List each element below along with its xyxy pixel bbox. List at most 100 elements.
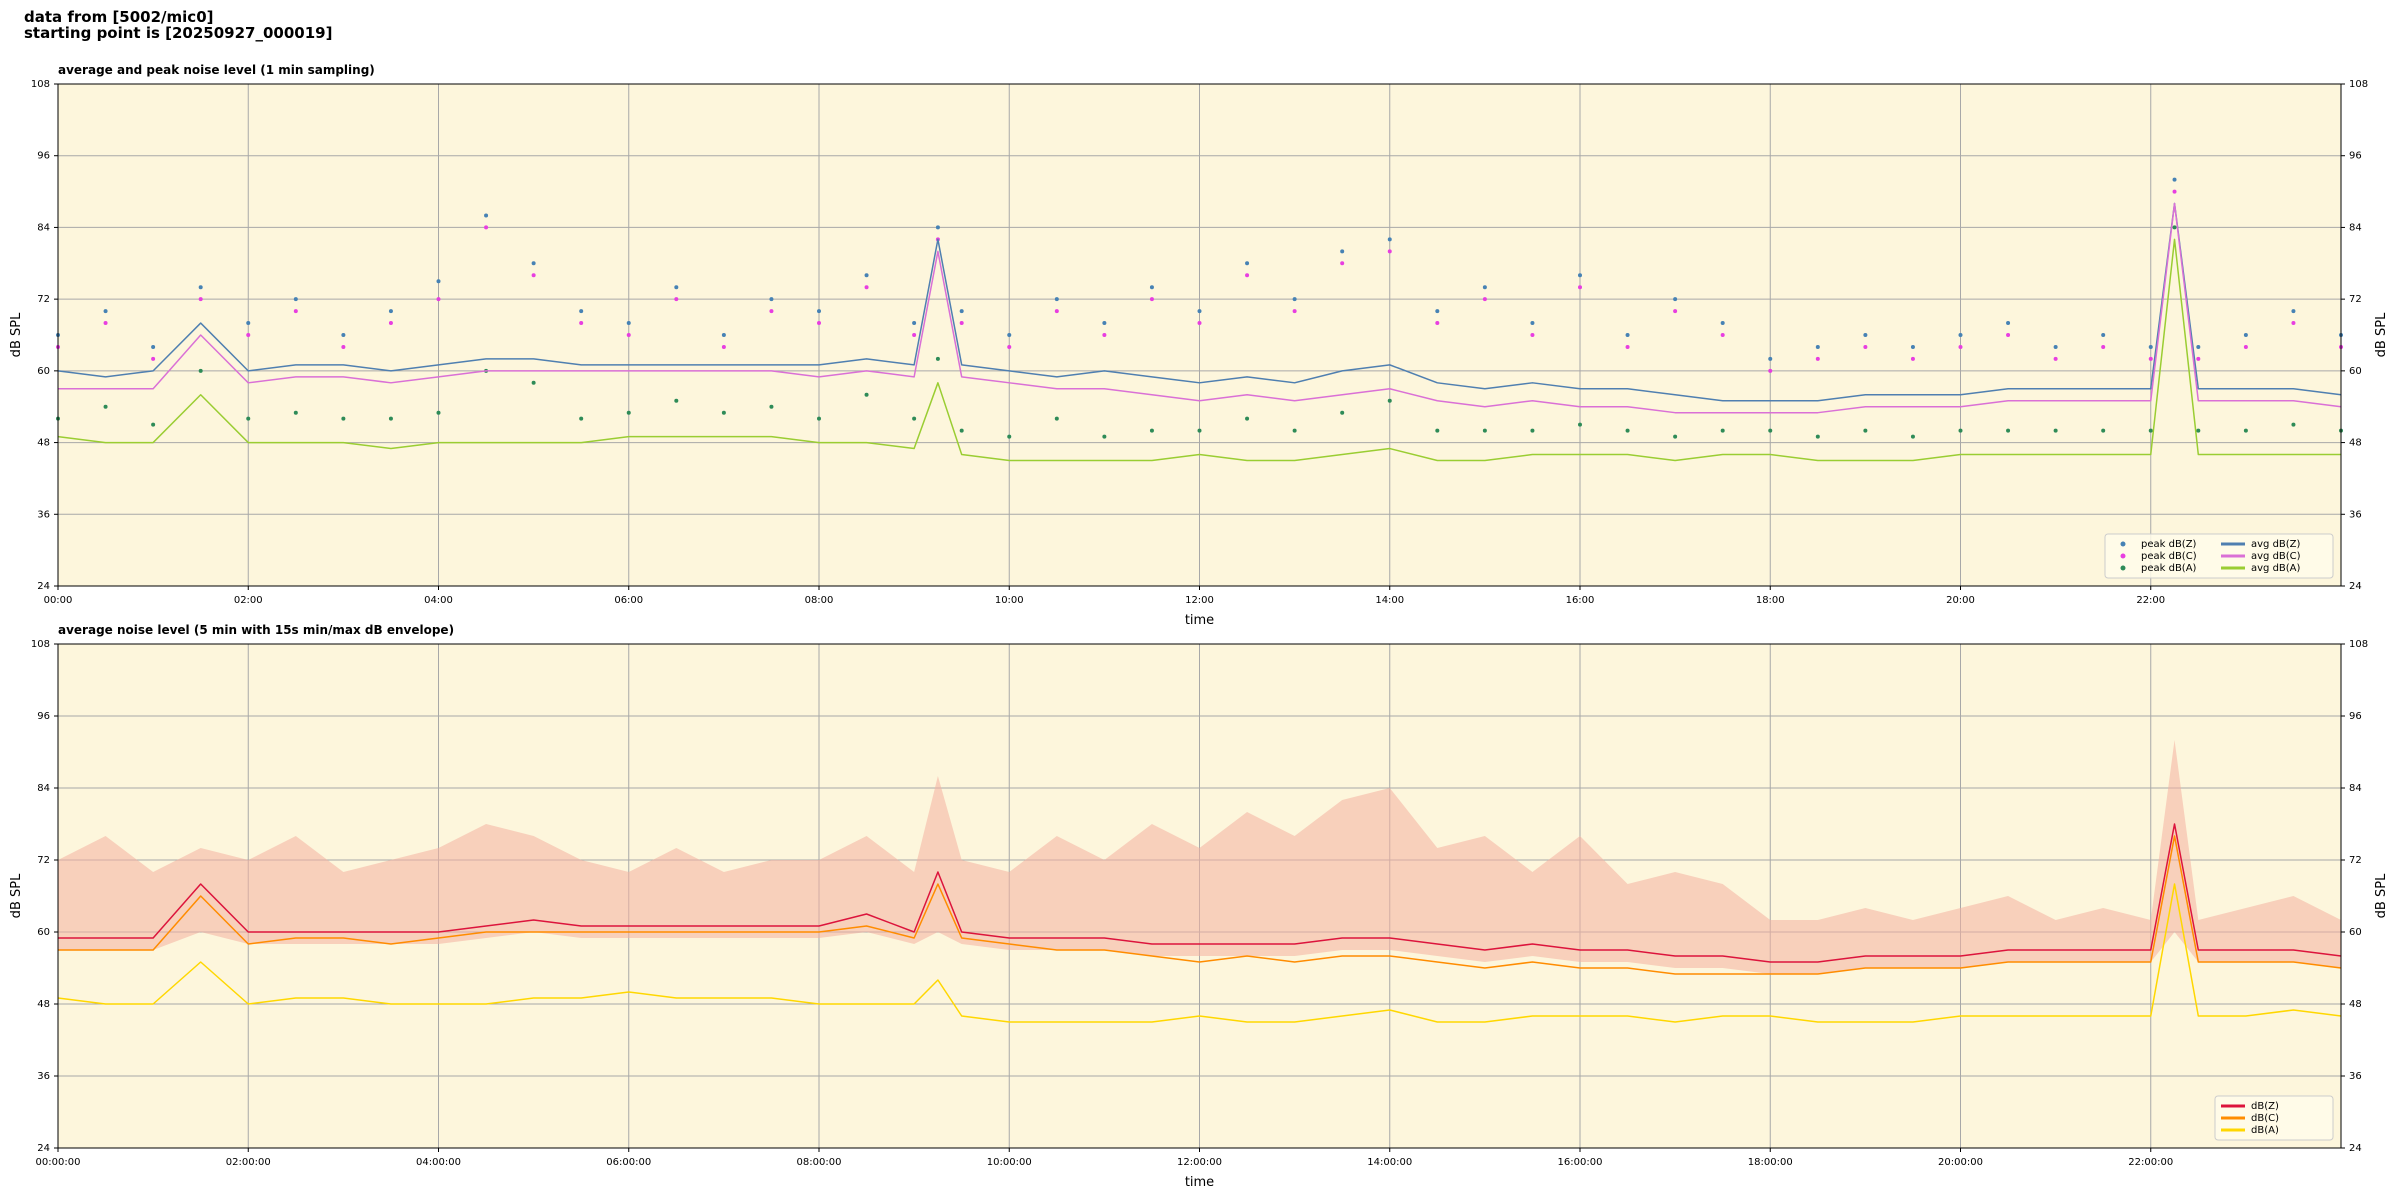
peak-point	[341, 344, 346, 349]
peak-point	[1530, 321, 1535, 326]
peak-point	[2006, 428, 2011, 433]
peak-point	[626, 321, 631, 326]
x-axis-label: time	[1185, 613, 1214, 628]
plot-frame	[57, 643, 2342, 1149]
peak-point	[388, 321, 393, 326]
peak-point	[1197, 321, 1202, 326]
legend: dB(Z)dB(C)dB(A)	[2214, 1095, 2334, 1141]
x-tick-label: 04:00	[424, 595, 453, 606]
chart-title: average noise level (5 min with 15s min/…	[58, 623, 454, 637]
peak-point	[436, 279, 441, 284]
peak-point	[674, 285, 679, 290]
x-tick-label: 00:00:00	[36, 1157, 81, 1168]
legend-label: avg dB(Z)	[2251, 539, 2301, 550]
y2-tick-label: 60	[2349, 927, 2362, 938]
peak-point	[817, 309, 821, 314]
peak-point	[864, 273, 869, 278]
peak-point	[817, 416, 821, 421]
peak-point	[721, 410, 726, 415]
peak-point	[1910, 344, 1915, 349]
y-tick-label: 108	[31, 639, 50, 650]
peak-point	[579, 416, 584, 421]
legend-marker	[2120, 553, 2126, 559]
peak-point	[1958, 344, 1963, 349]
peak-point	[1720, 333, 1725, 337]
peak-point	[1245, 416, 1250, 421]
peak-point	[531, 380, 536, 385]
peak-point	[2291, 321, 2296, 326]
peak-point	[246, 416, 251, 421]
legend-label: peak dB(C)	[2141, 551, 2197, 562]
peak-point	[293, 297, 298, 302]
peak-point	[2196, 356, 2201, 361]
peak-point	[1578, 422, 1582, 427]
peak-point	[2148, 428, 2153, 433]
peak-point	[151, 422, 156, 427]
peak-point	[198, 297, 203, 302]
peak-point	[388, 416, 393, 421]
x-tick-label: 22:00:00	[2128, 1157, 2173, 1168]
peak-point	[2148, 356, 2153, 361]
peak-point	[1197, 428, 1202, 433]
peak-point	[769, 309, 774, 314]
peak-point	[1149, 285, 1154, 290]
x-tick-label: 04:00:00	[416, 1157, 461, 1168]
peak-point	[1815, 356, 1820, 361]
y-tick-label: 84	[37, 222, 50, 233]
y2-tick-label: 36	[2349, 509, 2362, 520]
peak-point	[935, 225, 940, 230]
peak-point	[2243, 333, 2248, 337]
y-tick-label: 36	[37, 509, 50, 520]
peak-point	[1863, 428, 1868, 433]
peak-point	[531, 273, 536, 278]
peak-point	[1149, 428, 1154, 433]
x-tick-label: 16:00	[1566, 595, 1595, 606]
y2-axis-label: dB SPL	[2374, 873, 2389, 918]
x-tick-label: 14:00:00	[1367, 1157, 1412, 1168]
peak-point	[293, 410, 298, 415]
peak-point	[2196, 428, 2201, 433]
x-tick-label: 10:00:00	[987, 1157, 1032, 1168]
legend-frame	[2104, 533, 2334, 579]
peak-point	[1435, 309, 1440, 314]
x-tick-label: 00:00	[44, 595, 73, 606]
peak-point	[151, 356, 156, 361]
peak-point	[1815, 344, 1820, 349]
y-tick-label: 60	[37, 927, 50, 938]
x-axis-label: time	[1185, 1175, 1214, 1190]
x-tick-label: 22:00	[2136, 595, 2165, 606]
legend-marker	[2120, 541, 2126, 547]
peak-point	[1482, 297, 1487, 302]
peak-point	[1102, 321, 1107, 326]
peak-point	[1673, 297, 1678, 302]
peak-point	[1435, 321, 1440, 326]
peak-point	[1673, 309, 1678, 314]
peak-point	[674, 297, 679, 302]
peak-point	[2006, 333, 2011, 337]
y-tick-label: 48	[37, 438, 50, 449]
peak-point	[2053, 428, 2058, 433]
peak-point	[2172, 225, 2177, 230]
peak-point	[1910, 434, 1915, 439]
peak-point	[2101, 333, 2106, 337]
y-tick-label: 96	[37, 151, 50, 162]
peak-point	[1625, 333, 1630, 337]
y2-tick-label: 36	[2349, 1071, 2362, 1082]
peak-point	[103, 404, 108, 409]
peak-point	[864, 285, 869, 290]
peak-point	[293, 309, 298, 314]
y2-tick-label: 48	[2349, 438, 2362, 449]
x-tick-label: 06:00:00	[606, 1157, 651, 1168]
x-tick-label: 02:00:00	[226, 1157, 271, 1168]
peak-point	[1625, 344, 1630, 349]
peak-point	[151, 344, 156, 349]
peak-point	[1530, 333, 1535, 337]
peak-point	[1910, 356, 1915, 361]
peak-point	[579, 309, 584, 314]
legend-label: avg dB(A)	[2251, 563, 2301, 574]
peak-point	[1958, 333, 1963, 337]
peak-point	[579, 321, 584, 326]
legend-label: avg dB(C)	[2251, 551, 2301, 562]
y-tick-label: 72	[37, 855, 50, 866]
